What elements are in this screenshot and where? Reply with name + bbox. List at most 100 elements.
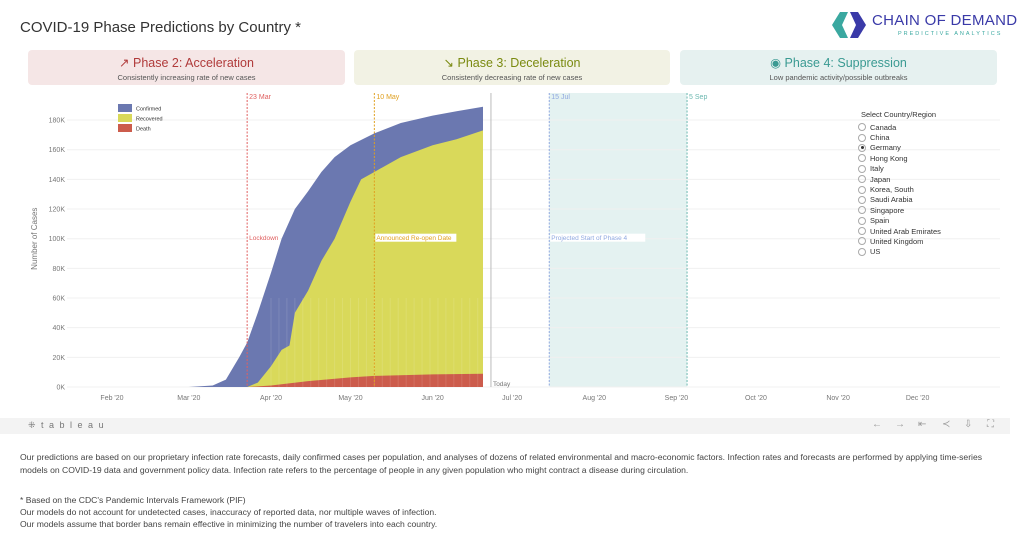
country-option[interactable]: United Kingdom: [858, 236, 941, 246]
legend-label: Confirmed: [136, 107, 161, 113]
radio-button[interactable]: [858, 206, 866, 215]
annotation-label: Projected Start of Phase 4: [551, 235, 627, 242]
phase-title-text: Phase 2: Acceleration: [133, 56, 254, 70]
footnote-pif: * Based on the CDC's Pandemic Intervals …: [20, 495, 246, 505]
annotation-date: 15 Jul: [551, 94, 570, 101]
phase-card-4: ◉ Phase 4: Suppression Low pandemic activ…: [680, 50, 997, 85]
country-label: Italy: [870, 164, 884, 174]
phase-subtitle: Consistently decreasing rate of new case…: [441, 73, 583, 82]
x-tick-label: Nov '20: [826, 395, 850, 402]
radio-button[interactable]: [858, 216, 866, 225]
legend-swatch-confirmed: [118, 104, 132, 112]
x-tick-label: Jun '20: [421, 395, 443, 402]
country-label: Singapore: [870, 205, 905, 215]
phase-card-2: ↗ Phase 2: Acceleration Consistently incr…: [28, 50, 345, 85]
y-tick-label: 0K: [56, 385, 65, 392]
radio-button[interactable]: [858, 143, 866, 152]
radio-button[interactable]: [858, 133, 866, 142]
country-option[interactable]: Singapore: [858, 205, 941, 215]
x-tick-label: Dec '20: [906, 395, 930, 402]
x-tick-label: May '20: [338, 395, 362, 402]
radio-button[interactable]: [858, 237, 866, 246]
country-option[interactable]: Spain: [858, 216, 941, 226]
x-tick-label: Oct '20: [745, 395, 767, 402]
annotation-label: Lockdown: [249, 235, 279, 242]
country-option[interactable]: China: [858, 132, 941, 142]
country-label: United Kingdom: [870, 236, 924, 246]
annotation-date: 23 Mar: [249, 94, 271, 101]
cases-chart[interactable]: 0K 20K 40K 60K 80K 100K 120K 140K 160K 180K Feb '2…: [0, 90, 1024, 415]
annotation-label-bg: [375, 233, 457, 242]
phase-card-3: ↘ Phase 3: Deceleration Consistently decr…: [354, 50, 670, 85]
hexagon-logo-icon: [832, 12, 866, 38]
revert-icon[interactable]: ⇤: [918, 419, 927, 430]
country-label: China: [870, 133, 890, 143]
annotation-date: 10 May: [376, 94, 399, 101]
phase-icon: ↘: [443, 56, 454, 70]
radio-button[interactable]: [858, 154, 866, 163]
radio-button[interactable]: [858, 185, 866, 194]
undo-icon[interactable]: ←: [872, 419, 882, 430]
annotation-label-bg: [248, 233, 281, 242]
radio-button[interactable]: [858, 164, 866, 173]
country-label: Spain: [870, 216, 890, 226]
x-tick-label: Mar '20: [177, 395, 200, 402]
redo-icon[interactable]: →: [895, 419, 905, 430]
y-tick-label: 180K: [49, 118, 66, 125]
area-recovered: [247, 130, 483, 387]
country-label: Germany: [870, 143, 901, 153]
fullscreen-icon[interactable]: ⛶: [987, 419, 994, 430]
phase-title-text: Phase 3: Deceleration: [457, 56, 581, 70]
radio-button[interactable]: [858, 227, 866, 236]
country-option[interactable]: Saudi Arabia: [858, 195, 941, 205]
legend-label: Recovered: [136, 117, 163, 123]
footnote-border: Our models assume that border bans remai…: [20, 519, 438, 529]
legend-label: Death: [136, 127, 151, 133]
share-icon[interactable]: ≺: [942, 419, 951, 430]
country-option[interactable]: Germany: [858, 143, 941, 153]
y-axis-label: Number of Cases: [30, 208, 39, 270]
area-death: [247, 373, 483, 387]
y-tick-label: 40K: [53, 325, 66, 332]
y-tick-label: 120K: [49, 207, 66, 214]
logo-name: CHAIN OF DEMAND: [872, 12, 1018, 29]
y-tick-label: 100K: [49, 236, 66, 243]
radio-button[interactable]: [858, 175, 866, 184]
selector-heading: Select Country/Region: [861, 110, 937, 119]
y-tick-label: 80K: [53, 266, 66, 273]
country-option[interactable]: US: [858, 247, 941, 257]
y-tick-label: 140K: [49, 177, 66, 184]
x-tick-label: Feb '20: [100, 395, 123, 402]
radio-button[interactable]: [858, 247, 866, 256]
phase-icon: ↗: [119, 56, 130, 70]
country-label: Saudi Arabia: [870, 195, 913, 205]
methodology-text: Our predictions are based on our proprie…: [20, 452, 983, 475]
country-option[interactable]: Korea, South: [858, 184, 941, 194]
logo-tagline: PREDICTIVE ANALYTICS: [898, 31, 1003, 37]
phase-title: ↘ Phase 3: Deceleration: [354, 55, 670, 70]
footnote-detection: Our models do not account for undetected…: [20, 507, 437, 517]
radio-button[interactable]: [858, 123, 866, 132]
country-label: Korea, South: [870, 185, 914, 195]
y-tick-label: 160K: [49, 147, 66, 154]
phase-title-text: Phase 4: Suppression: [784, 56, 907, 70]
tableau-logo[interactable]: ⁜ t a b l e a u: [28, 420, 106, 430]
radio-button[interactable]: [858, 195, 866, 204]
chain-of-demand-logo[interactable]: CHAIN OF DEMAND PREDICTIVE ANALYTICS: [830, 10, 1017, 42]
download-icon[interactable]: ⇩: [964, 419, 973, 430]
country-option[interactable]: Italy: [858, 164, 941, 174]
country-option[interactable]: United Arab Emirates: [858, 226, 941, 236]
country-option[interactable]: Canada: [858, 122, 941, 132]
y-tick-label: 20K: [53, 355, 66, 362]
page-title: COVID-19 Phase Predictions by Country *: [20, 19, 301, 36]
y-tick-label: 60K: [53, 296, 66, 303]
x-tick-label: Aug '20: [583, 395, 607, 402]
country-option[interactable]: Japan: [858, 174, 941, 184]
country-label: Japan: [870, 174, 891, 184]
phase-subtitle: Low pandemic activity/possible outbreaks: [769, 73, 908, 82]
country-selector: Select Country/Region Canada China Germany…: [858, 110, 941, 257]
x-tick-label: Jul '20: [502, 395, 522, 402]
phase-subtitle: Consistently increasing rate of new case…: [117, 73, 256, 82]
country-option[interactable]: Hong Kong: [858, 153, 941, 163]
today-label: Today: [493, 381, 511, 388]
